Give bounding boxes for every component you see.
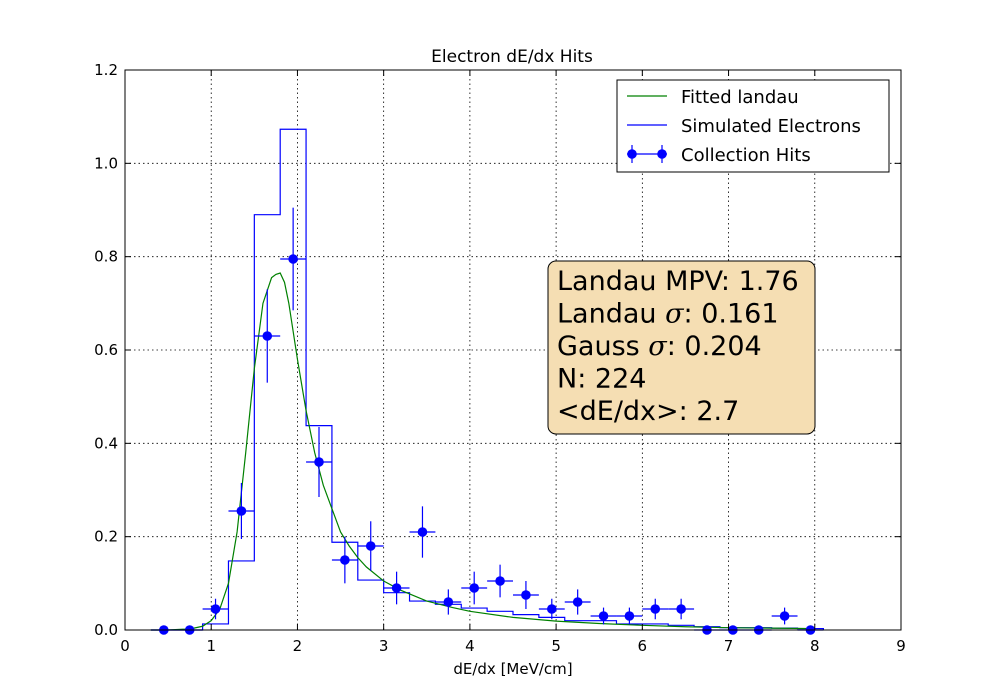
hit-marker xyxy=(236,506,247,516)
stats-box-background xyxy=(547,260,816,435)
hit-marker xyxy=(650,604,661,614)
legend: Fitted landau Simulated Electrons Collec… xyxy=(616,79,890,173)
hit-marker xyxy=(262,331,273,341)
x-tick-label: 8 xyxy=(810,637,820,655)
collection-hit-point xyxy=(538,598,565,620)
legend-label-collection-hits: Collection Hits xyxy=(681,145,811,166)
hit-marker xyxy=(521,590,531,600)
hit-marker xyxy=(624,611,635,621)
x-tick-label: 5 xyxy=(551,637,561,655)
hit-marker xyxy=(598,611,609,621)
hit-marker xyxy=(572,597,583,607)
y-tick-label: 0.2 xyxy=(94,528,118,546)
hit-marker xyxy=(495,576,505,586)
collection-hit-point xyxy=(306,427,332,497)
hit-marker xyxy=(210,604,221,614)
collection-hit-point xyxy=(771,607,798,625)
collection-hit-point xyxy=(409,506,436,558)
hit-marker xyxy=(314,457,324,467)
x-tick-label: 2 xyxy=(293,637,303,655)
x-tick-label: 1 xyxy=(206,637,216,655)
series-fitted-landau xyxy=(150,272,815,631)
collection-hit-point xyxy=(642,598,669,620)
collection-hit-point xyxy=(202,598,229,620)
y-tick-label: 1.0 xyxy=(94,154,118,172)
axis-ticks: 0 1 2 3 4 5 6 7 8 9 0.0 0.2 0.4 0.6 0.8 1.0 1.2 xyxy=(94,61,906,655)
collection-hit-point xyxy=(487,564,513,598)
hit-marker xyxy=(391,583,402,593)
collection-hit-point xyxy=(590,607,617,625)
legend-swatch-collection-hits xyxy=(627,145,667,163)
collection-hit-point xyxy=(616,607,643,625)
collection-hit-point xyxy=(564,589,591,615)
collection-hit-point xyxy=(228,483,255,539)
x-tick-label: 0 xyxy=(120,637,130,655)
y-tick-label: 0.8 xyxy=(94,248,118,266)
x-tick-label: 7 xyxy=(724,637,734,655)
collection-hit-point xyxy=(254,289,281,383)
hit-marker xyxy=(340,555,350,565)
collection-hit-point xyxy=(280,207,307,311)
hit-marker xyxy=(779,611,790,621)
hit-marker xyxy=(417,527,428,537)
chart-title: Electron dE/dx Hits xyxy=(431,47,593,67)
hit-marker xyxy=(469,583,480,593)
stats-line: Landau σ: 0.161 xyxy=(557,299,779,330)
collection-hit-point xyxy=(513,581,539,609)
y-tick-label: 0.0 xyxy=(94,621,118,639)
series-simulated-electrons xyxy=(150,128,824,631)
y-tick-label: 0.6 xyxy=(94,341,118,359)
collection-hit-point xyxy=(331,536,358,584)
legend-label-fitted-landau: Fitted landau xyxy=(681,87,799,108)
hit-marker xyxy=(676,604,686,614)
stats-line: N: 224 xyxy=(557,364,646,395)
hit-marker xyxy=(288,254,298,264)
y-tick-label: 0.4 xyxy=(94,434,118,452)
stats-line: Landau MPV: 1.76 xyxy=(557,266,799,297)
x-tick-label: 6 xyxy=(638,637,648,655)
collection-hit-point xyxy=(668,598,695,620)
legend-label-simulated-electrons: Simulated Electrons xyxy=(681,116,861,137)
collection-hit-point xyxy=(461,571,488,605)
y-tick-label: 1.2 xyxy=(94,61,118,79)
collection-hit-point xyxy=(435,589,462,615)
collection-hit-point xyxy=(383,571,410,605)
stats-line: <dE/dx>: 2.7 xyxy=(557,396,739,427)
x-tick-label: 3 xyxy=(379,637,389,655)
collection-hit-point xyxy=(357,521,384,571)
hit-marker xyxy=(365,541,376,551)
hit-marker xyxy=(547,604,557,614)
x-tick-label: 4 xyxy=(465,637,475,655)
x-tick-label: 9 xyxy=(896,637,906,655)
stats-line: Gauss σ: 0.204 xyxy=(557,331,762,362)
x-axis-title: dE/dx [MeV/cm] xyxy=(453,660,572,678)
hit-marker xyxy=(443,597,454,607)
